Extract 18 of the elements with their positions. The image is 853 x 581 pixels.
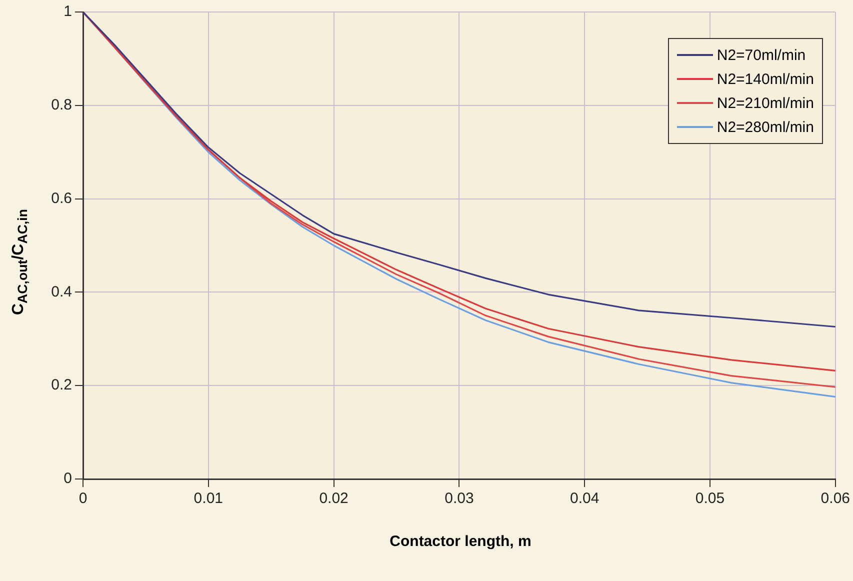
x-tick-label: 0.05 (695, 490, 725, 508)
y-tick-label: 0.4 (51, 283, 72, 300)
x-axis-title: Contactor length, m (388, 533, 532, 550)
y-tick-label: 1 (64, 3, 72, 20)
x-tick-label: 0.03 (444, 490, 474, 508)
legend-label: N2=140ml/min (716, 70, 814, 88)
y-tick-label: 0.6 (51, 190, 72, 207)
x-tick-label: 0 (78, 490, 88, 508)
x-tick-label: 0.06 (820, 490, 850, 508)
x-tick-label: 0.02 (319, 490, 348, 508)
legend-label: N2=210ml/min (716, 94, 814, 112)
y-tick-label: 0.8 (51, 96, 72, 114)
y-tick-label: 0 (64, 470, 72, 488)
legend-label: N2=70ml/min (716, 46, 806, 64)
legend-label: N2=280ml/min (716, 118, 814, 136)
x-tick-label: 0.04 (570, 490, 600, 508)
y-tick-label: 0.2 (51, 376, 72, 394)
x-tick-label: 0.01 (194, 490, 223, 508)
